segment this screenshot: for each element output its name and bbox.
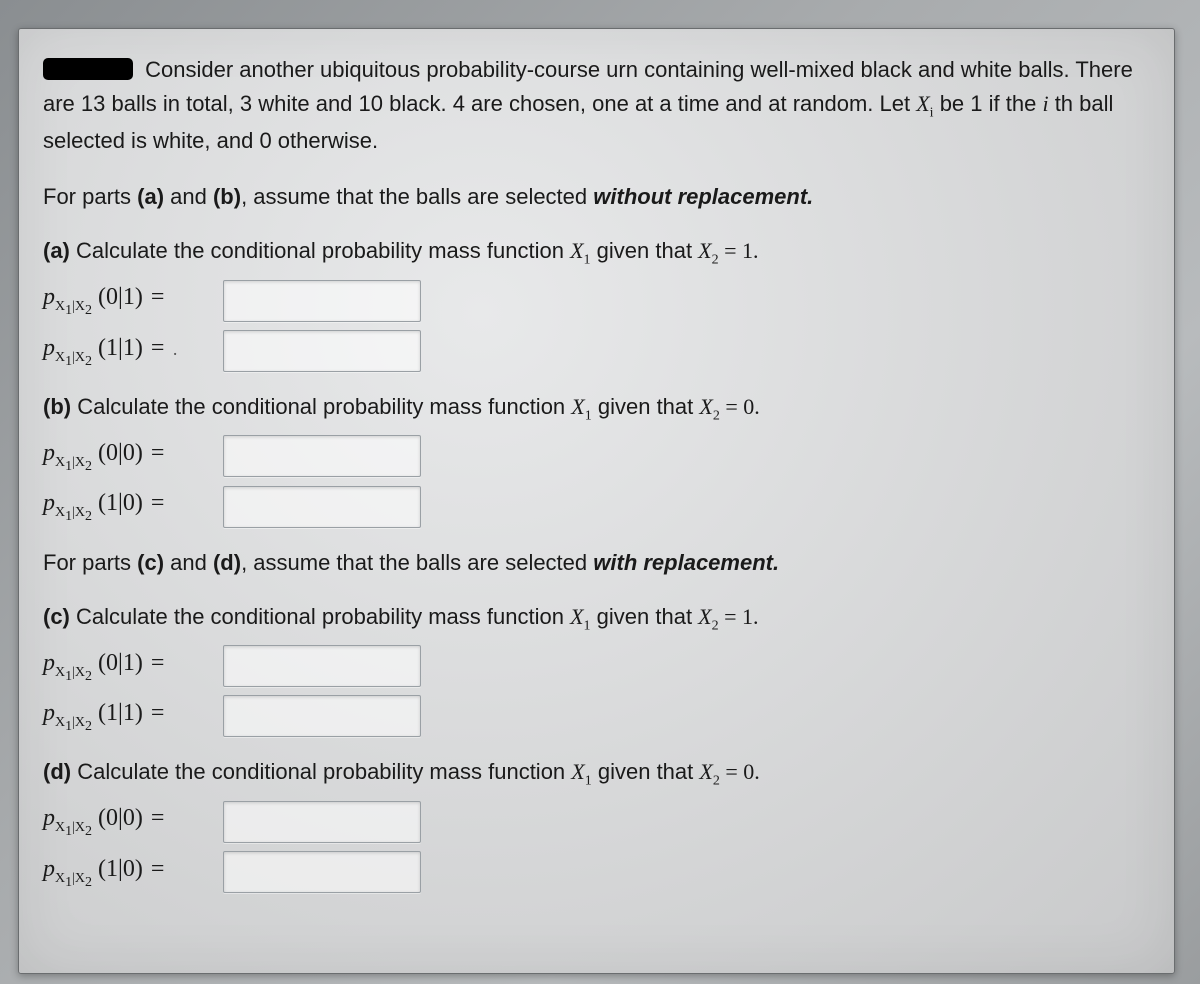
answer-row-d-1g0: pX1|X2 (1|0) =: [43, 851, 1144, 893]
intro-var-xi: Xi: [916, 91, 933, 116]
part-b-text1: Calculate the conditional probability ma…: [77, 394, 571, 419]
part-d-text1: Calculate the conditional probability ma…: [77, 759, 571, 784]
input-b-0g0[interactable]: [223, 435, 421, 477]
instr-ab-b: (b): [213, 184, 241, 209]
answer-row-c-0g1: pX1|X2 (0|1) =: [43, 645, 1144, 687]
answer-row-c-1g1: pX1|X2 (1|1) =: [43, 695, 1144, 737]
part-a-label: (a): [43, 238, 70, 263]
input-a-0g1[interactable]: [223, 280, 421, 322]
input-d-0g0[interactable]: [223, 801, 421, 843]
instr-cd-emph: with replacement.: [593, 550, 779, 575]
part-b-var: X1: [571, 394, 591, 419]
instr-cd-d: (d): [213, 550, 241, 575]
instr-ab-a: (a): [137, 184, 164, 209]
question-paper: Consider another ubiquitous probability-…: [18, 28, 1175, 974]
part-c-prompt: (c) Calculate the conditional probabilit…: [43, 600, 1144, 637]
part-c-text1: Calculate the conditional probability ma…: [76, 604, 570, 629]
label-b-0g0: pX1|X2 (0|0) =: [43, 435, 213, 477]
part-c: (c) Calculate the conditional probabilit…: [43, 600, 1144, 738]
instruction-ab: For parts (a) and (b), assume that the b…: [43, 180, 1144, 214]
answer-row-b-1g0: pX1|X2 (1|0) =: [43, 485, 1144, 527]
label-c-0g1: pX1|X2 (0|1) =: [43, 645, 213, 687]
instruction-cd: For parts (c) and (d), assume that the b…: [43, 546, 1144, 580]
instr-cd-prefix: For parts: [43, 550, 137, 575]
part-a-prompt: (a) Calculate the conditional probabilit…: [43, 234, 1144, 271]
problem-statement: Consider another ubiquitous probability-…: [43, 53, 1144, 158]
redacted-block: [43, 58, 133, 80]
part-d-text2: given that: [598, 759, 700, 784]
instr-ab-mid: and: [164, 184, 213, 209]
part-a-text2: given that: [597, 238, 699, 263]
part-d: (d) Calculate the conditional probabilit…: [43, 755, 1144, 893]
input-b-1g0[interactable]: [223, 486, 421, 528]
instr-ab-emph: without replacement.: [593, 184, 813, 209]
input-a-1g1[interactable]: [223, 330, 421, 372]
answer-row-b-0g0: pX1|X2 (0|0) =: [43, 435, 1144, 477]
label-b-1g0: pX1|X2 (1|0) =: [43, 485, 213, 527]
part-b-cond: X2 = 0.: [699, 394, 759, 419]
label-a-1g1: pX1|X2 (1|1) = .: [43, 330, 213, 372]
part-a-var: X1: [570, 238, 590, 263]
instr-cd-c: (c): [137, 550, 164, 575]
input-c-0g1[interactable]: [223, 645, 421, 687]
input-d-1g0[interactable]: [223, 851, 421, 893]
answer-row-a-1g1: pX1|X2 (1|1) = .: [43, 330, 1144, 372]
part-b-label: (b): [43, 394, 71, 419]
part-a: (a) Calculate the conditional probabilit…: [43, 234, 1144, 372]
intro-text-2: be 1 if the: [940, 91, 1043, 116]
input-c-1g1[interactable]: [223, 695, 421, 737]
part-a-cond: X2 = 1.: [698, 238, 758, 263]
label-d-1g0: pX1|X2 (1|0) =: [43, 851, 213, 893]
part-a-text1: Calculate the conditional probability ma…: [76, 238, 570, 263]
part-d-prompt: (d) Calculate the conditional probabilit…: [43, 755, 1144, 792]
instr-ab-prefix: For parts: [43, 184, 137, 209]
part-b-text2: given that: [598, 394, 700, 419]
part-c-cond: X2 = 1.: [698, 604, 758, 629]
part-b-prompt: (b) Calculate the conditional probabilit…: [43, 390, 1144, 427]
part-d-var: X1: [571, 759, 591, 784]
answer-row-d-0g0: pX1|X2 (0|0) =: [43, 800, 1144, 842]
intro-ith: i: [1042, 91, 1048, 116]
instr-ab-suffix: , assume that the balls are selected: [241, 184, 593, 209]
instr-cd-mid: and: [164, 550, 213, 575]
label-a-0g1: pX1|X2 (0|1) =: [43, 279, 213, 321]
answer-row-a-0g1: pX1|X2 (0|1) =: [43, 279, 1144, 321]
part-d-cond: X2 = 0.: [699, 759, 759, 784]
label-d-0g0: pX1|X2 (0|0) =: [43, 800, 213, 842]
part-c-var: X1: [570, 604, 590, 629]
label-c-1g1: pX1|X2 (1|1) =: [43, 695, 213, 737]
part-d-label: (d): [43, 759, 71, 784]
instr-cd-suffix: , assume that the balls are selected: [241, 550, 593, 575]
part-c-label: (c): [43, 604, 70, 629]
part-b: (b) Calculate the conditional probabilit…: [43, 390, 1144, 528]
part-c-text2: given that: [597, 604, 699, 629]
